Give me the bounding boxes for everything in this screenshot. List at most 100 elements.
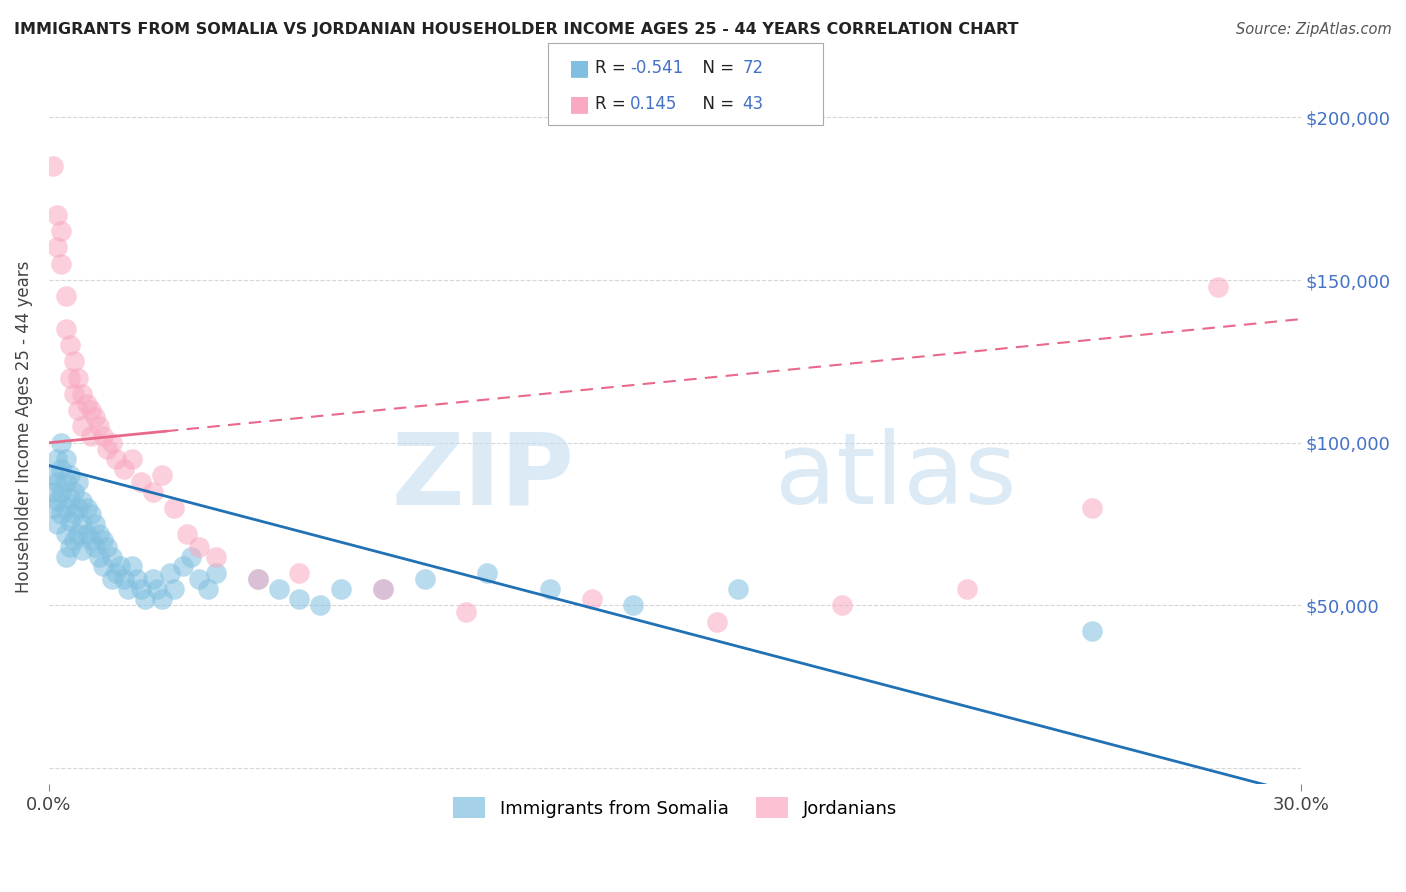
- Point: [63, 533, 86, 548]
- Point: [87, 419, 110, 434]
- Point: [67, 526, 90, 541]
- Point: [112, 462, 135, 476]
- Point: [76, 397, 98, 411]
- Point: [1081, 624, 1104, 639]
- Point: [51, 257, 73, 271]
- Point: [831, 599, 853, 613]
- Point: [46, 452, 69, 467]
- Text: ■: ■: [569, 58, 591, 78]
- Legend: Immigrants from Somalia, Jordanians: Immigrants from Somalia, Jordanians: [446, 790, 904, 825]
- Point: [42, 500, 65, 515]
- Point: [91, 429, 114, 443]
- Point: [621, 599, 644, 613]
- Point: [59, 514, 82, 528]
- Point: [51, 462, 73, 476]
- Text: ■: ■: [569, 95, 591, 114]
- Point: [51, 435, 73, 450]
- Point: [72, 387, 94, 401]
- Point: [67, 403, 90, 417]
- Point: [42, 484, 65, 499]
- Point: [150, 591, 173, 606]
- Point: [63, 508, 86, 522]
- Point: [129, 475, 152, 489]
- Point: [67, 370, 90, 384]
- Point: [55, 500, 77, 515]
- Point: [59, 370, 82, 384]
- Point: [100, 435, 122, 450]
- Point: [59, 338, 82, 352]
- Point: [188, 540, 211, 554]
- Y-axis label: Householder Income Ages 25 - 44 years: Householder Income Ages 25 - 44 years: [15, 260, 32, 592]
- Point: [309, 599, 332, 613]
- Point: [55, 452, 77, 467]
- Point: [163, 582, 186, 597]
- Point: [51, 484, 73, 499]
- Point: [80, 533, 103, 548]
- Point: [87, 526, 110, 541]
- Text: Source: ZipAtlas.com: Source: ZipAtlas.com: [1236, 22, 1392, 37]
- Point: [413, 573, 436, 587]
- Point: [100, 549, 122, 564]
- Text: 0.145: 0.145: [630, 95, 678, 113]
- Point: [172, 559, 194, 574]
- Point: [197, 582, 219, 597]
- Point: [330, 582, 353, 597]
- Point: [46, 494, 69, 508]
- Text: R =: R =: [595, 95, 631, 113]
- Point: [67, 475, 90, 489]
- Point: [55, 322, 77, 336]
- Point: [83, 540, 105, 554]
- Point: [456, 605, 478, 619]
- Point: [288, 566, 311, 580]
- Point: [188, 573, 211, 587]
- Point: [142, 573, 165, 587]
- Point: [246, 573, 269, 587]
- Point: [96, 442, 118, 457]
- Point: [80, 508, 103, 522]
- Point: [87, 549, 110, 564]
- Point: [180, 549, 202, 564]
- Text: 72: 72: [742, 59, 763, 77]
- Point: [76, 500, 98, 515]
- Point: [706, 615, 728, 629]
- Point: [51, 508, 73, 522]
- Text: N =: N =: [692, 59, 740, 77]
- Point: [59, 491, 82, 505]
- Text: IMMIGRANTS FROM SOMALIA VS JORDANIAN HOUSEHOLDER INCOME AGES 25 - 44 YEARS CORRE: IMMIGRANTS FROM SOMALIA VS JORDANIAN HOU…: [14, 22, 1018, 37]
- Point: [121, 452, 143, 467]
- Point: [371, 582, 394, 597]
- Point: [205, 566, 228, 580]
- Point: [267, 582, 290, 597]
- Point: [59, 540, 82, 554]
- Point: [67, 500, 90, 515]
- Text: ZIP: ZIP: [392, 428, 575, 525]
- Point: [100, 573, 122, 587]
- Point: [163, 500, 186, 515]
- Point: [42, 159, 65, 173]
- Point: [55, 289, 77, 303]
- Point: [104, 452, 127, 467]
- Point: [55, 475, 77, 489]
- Text: N =: N =: [692, 95, 740, 113]
- Point: [46, 475, 69, 489]
- Point: [129, 582, 152, 597]
- Point: [246, 573, 269, 587]
- Point: [83, 517, 105, 532]
- Point: [117, 582, 139, 597]
- Point: [55, 526, 77, 541]
- Point: [91, 559, 114, 574]
- Text: R =: R =: [595, 59, 631, 77]
- Point: [72, 419, 94, 434]
- Point: [55, 549, 77, 564]
- Point: [205, 549, 228, 564]
- Point: [46, 517, 69, 532]
- Point: [371, 582, 394, 597]
- Text: 43: 43: [742, 95, 763, 113]
- Point: [121, 559, 143, 574]
- Point: [125, 573, 148, 587]
- Point: [59, 468, 82, 483]
- Point: [42, 468, 65, 483]
- Point: [288, 591, 311, 606]
- Text: -0.541: -0.541: [630, 59, 683, 77]
- Point: [83, 409, 105, 424]
